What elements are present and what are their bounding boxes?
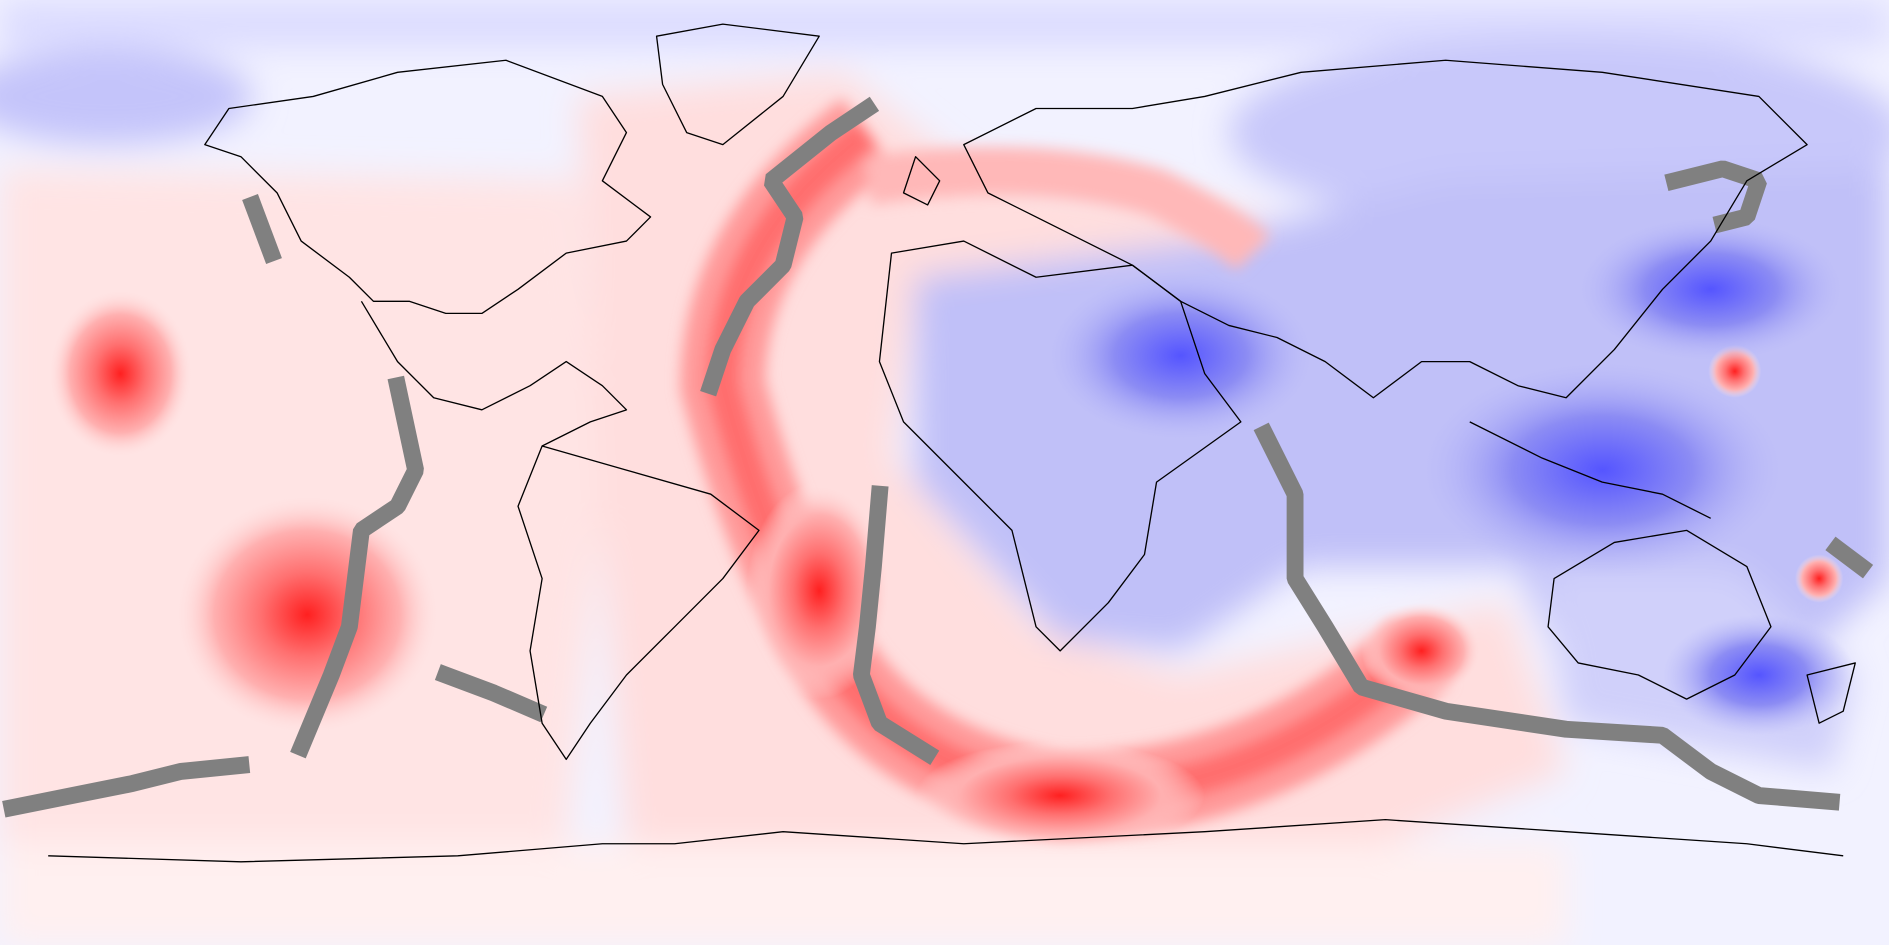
map-shape <box>863 147 1270 271</box>
map-shape <box>915 741 1205 850</box>
ridge <box>1825 536 1874 579</box>
coast <box>48 818 1844 863</box>
ridges <box>2 96 1874 818</box>
ridge <box>700 96 880 397</box>
map-shape <box>1361 602 1482 700</box>
coast <box>655 23 820 146</box>
ridge <box>1664 160 1767 234</box>
map-shape <box>1662 614 1856 736</box>
coast <box>1469 421 1711 519</box>
coast <box>517 445 760 761</box>
map-shape <box>1421 361 1783 579</box>
coastlines <box>48 23 1856 863</box>
map-shape <box>174 494 440 736</box>
ridge <box>1253 422 1841 811</box>
coast <box>902 156 941 206</box>
map-shape <box>1578 216 1844 362</box>
ridge <box>853 485 940 765</box>
ridge <box>290 375 424 759</box>
map-shape <box>1048 271 1314 440</box>
map-shape <box>0 48 253 145</box>
map-shape <box>48 289 193 459</box>
map-shape <box>0 843 1567 945</box>
ridge <box>242 194 282 264</box>
coast <box>878 240 1242 652</box>
map-shape <box>1795 554 1844 603</box>
coast <box>963 59 1808 399</box>
ridge <box>2 756 251 818</box>
map-shape <box>746 482 892 700</box>
coast <box>1806 662 1856 724</box>
coast <box>360 300 628 447</box>
ridge <box>434 664 548 723</box>
coast <box>1547 529 1772 700</box>
coast <box>204 59 652 315</box>
